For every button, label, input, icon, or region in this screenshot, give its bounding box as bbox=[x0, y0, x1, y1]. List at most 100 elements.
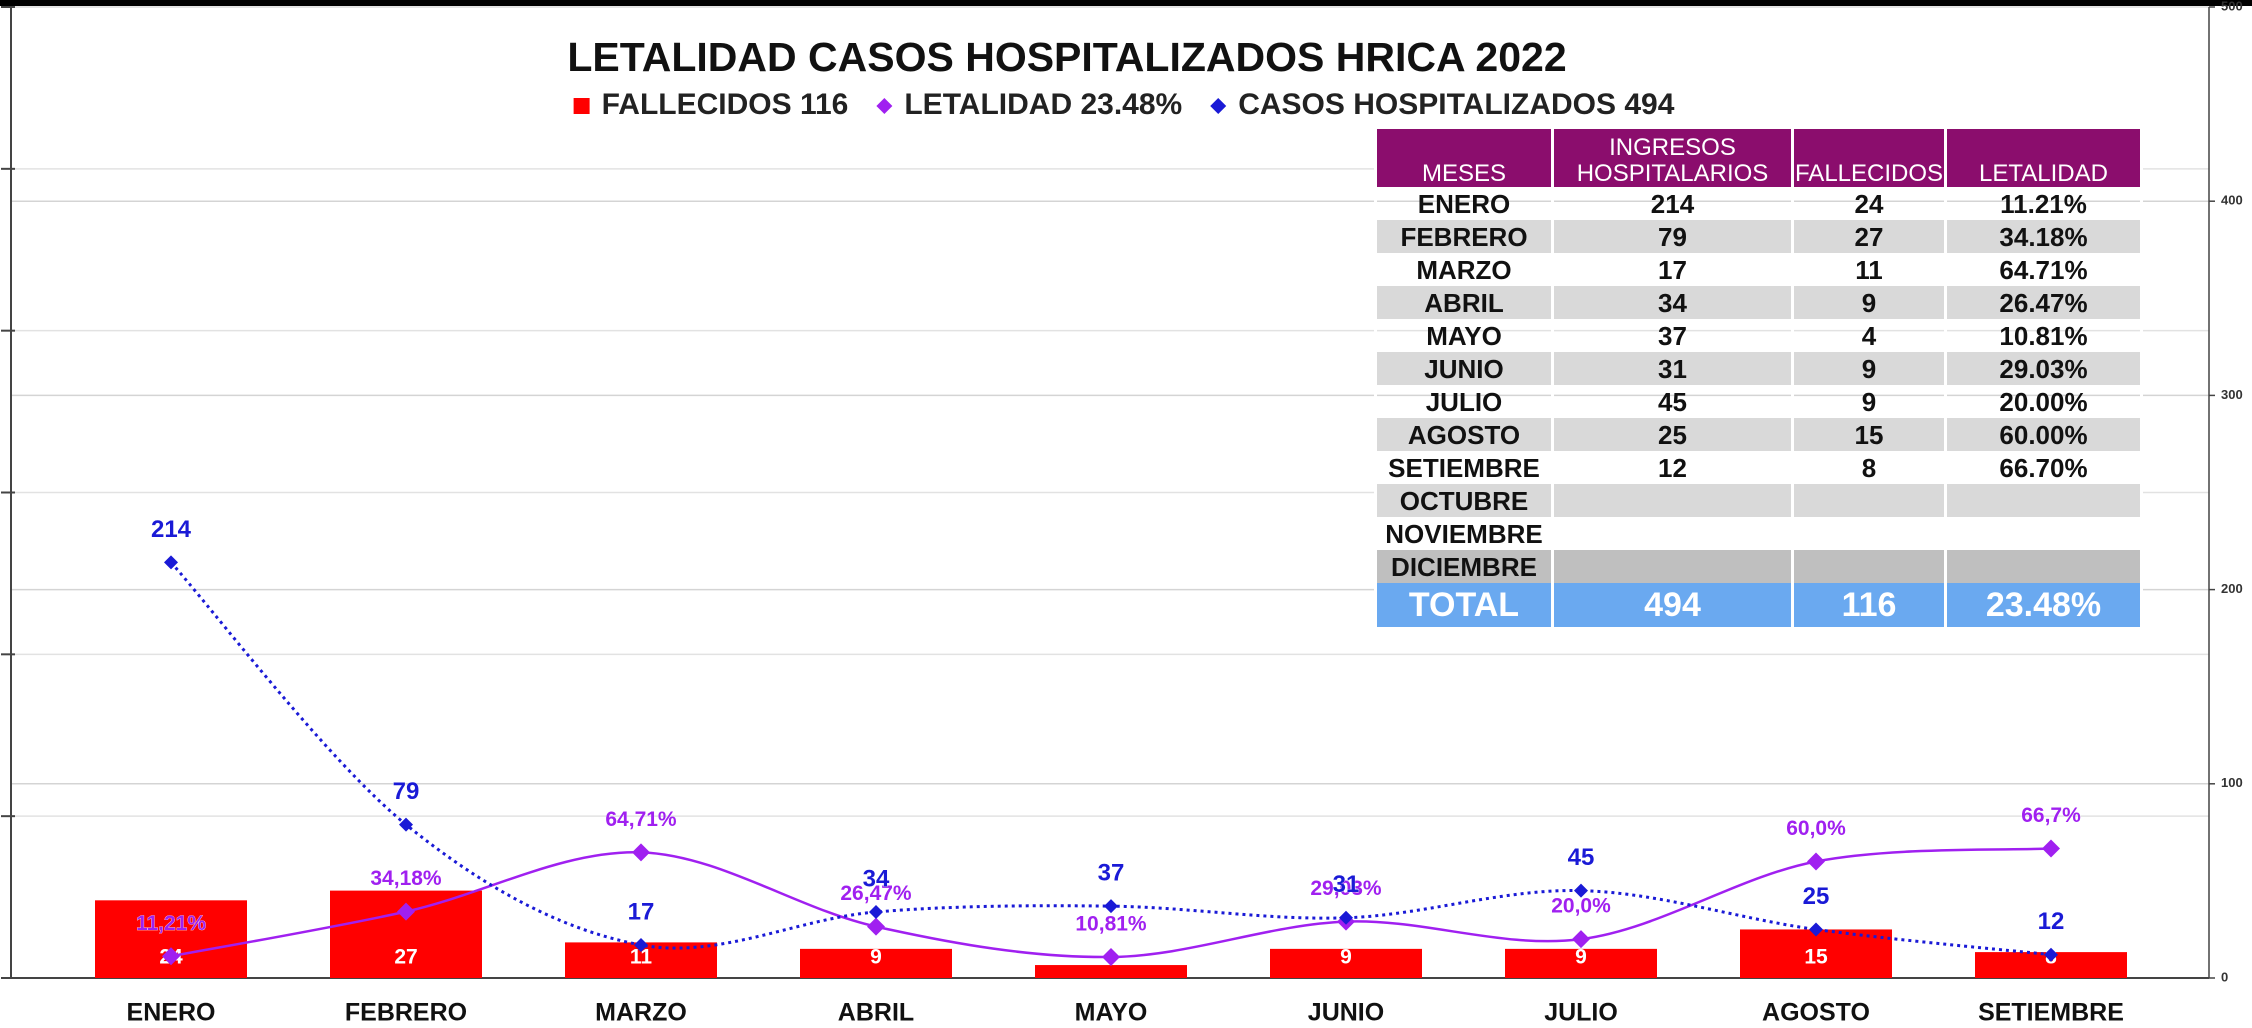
x-tick-label: ENERO bbox=[127, 999, 216, 1027]
point bbox=[632, 843, 650, 862]
y2-tick-label: 500 bbox=[2221, 0, 2243, 13]
legend-label: FALLECIDOS 116 bbox=[602, 88, 849, 121]
point bbox=[397, 902, 415, 921]
y2-tick-label: 0 bbox=[2221, 969, 2228, 984]
table-cell: 31 bbox=[1551, 352, 1794, 385]
data-label: 79 bbox=[393, 778, 420, 805]
y2-tick-label: 400 bbox=[2221, 193, 2243, 208]
data-label: 64,71% bbox=[605, 808, 677, 831]
table-cell: ENERO bbox=[1374, 187, 1554, 220]
table-cell: 23.48% bbox=[1944, 583, 2143, 627]
y2-tick-label: 100 bbox=[2221, 775, 2243, 790]
bar bbox=[1740, 929, 1892, 978]
table-cell: 45 bbox=[1551, 385, 1794, 418]
bar-value-label: 9 bbox=[870, 946, 882, 969]
table-cell: NOVIEMBRE bbox=[1374, 517, 1554, 550]
table-row: NOVIEMBRE bbox=[1374, 517, 2143, 550]
table-cell: 9 bbox=[1791, 286, 1947, 319]
point bbox=[634, 937, 648, 952]
table-cell: ABRIL bbox=[1374, 286, 1554, 319]
data-label: 25 bbox=[1803, 883, 1830, 910]
table-row: MARZO 17 11 64.71% bbox=[1374, 253, 2143, 286]
table-cell: 24 bbox=[1791, 187, 1947, 220]
table-cell: 15 bbox=[1791, 418, 1947, 451]
data-label: 26,47% bbox=[840, 882, 912, 905]
x-tick-label: FEBRERO bbox=[345, 999, 467, 1027]
table-cell: 10.81% bbox=[1944, 319, 2143, 352]
table-cell: 11.21% bbox=[1944, 187, 2143, 220]
legend-label: LETALIDAD 23.48% bbox=[904, 88, 1182, 121]
y2-tick-label: 300 bbox=[2221, 387, 2243, 402]
table-cell: MARZO bbox=[1374, 253, 1554, 286]
x-tick-label: JUNIO bbox=[1308, 999, 1384, 1027]
data-label: 45 bbox=[1568, 844, 1595, 871]
bar bbox=[1270, 948, 1422, 978]
chart-title: LETALIDAD CASOS HOSPITALIZADOS HRICA 202… bbox=[567, 34, 1566, 80]
table-cell: JULIO bbox=[1374, 385, 1554, 418]
table-cell bbox=[1944, 517, 2143, 550]
point bbox=[2044, 947, 2058, 962]
table-cell bbox=[1791, 517, 1947, 550]
table-cell: 64.71% bbox=[1944, 253, 2143, 286]
point bbox=[162, 947, 180, 966]
bar-value-label: 11 bbox=[630, 946, 653, 969]
table-row: ABRIL 34 9 26.47% bbox=[1374, 286, 2143, 319]
table-cell: 37 bbox=[1551, 319, 1794, 352]
data-label: 11,21% bbox=[136, 912, 206, 935]
data-table: MESES INGRESOS HOSPITALARIOS FALLECIDOS LET… bbox=[1374, 129, 2143, 627]
data-label: 37 bbox=[1098, 859, 1125, 886]
bar bbox=[1505, 948, 1657, 978]
table-row: JULIO 45 9 20.00% bbox=[1374, 385, 2143, 418]
table-body: ENERO 214 24 11.21% FEBRERO 79 27 34.18% MARZO 17… bbox=[1374, 187, 2143, 627]
y2-tick-label: 200 bbox=[2221, 581, 2243, 596]
point bbox=[1102, 948, 1120, 967]
point bbox=[1807, 852, 1825, 871]
point bbox=[1339, 910, 1353, 925]
bar-value-label: 9 bbox=[1340, 946, 1352, 969]
table-cell: 17 bbox=[1551, 253, 1794, 286]
bar-value-label: 9 bbox=[1575, 946, 1587, 969]
table-cell: FEBRERO bbox=[1374, 220, 1554, 253]
data-label: 34 bbox=[863, 865, 890, 892]
point bbox=[1572, 930, 1590, 949]
table-row: DICIEMBRE bbox=[1374, 550, 2143, 583]
table-row: SETIEMBRE 12 8 66.70% bbox=[1374, 451, 2143, 484]
table-cell bbox=[1551, 550, 1794, 583]
table-cell: 26.47% bbox=[1944, 286, 2143, 319]
table-cell: 27 bbox=[1791, 220, 1947, 253]
legend-swatch bbox=[876, 98, 893, 114]
table-cell: SETIEMBRE bbox=[1374, 451, 1554, 484]
table-cell: 494 bbox=[1551, 583, 1794, 627]
table-row: JUNIO 31 9 29.03% bbox=[1374, 352, 2143, 385]
data-label: 12 bbox=[2038, 908, 2065, 935]
bar-value-label: 15 bbox=[1804, 946, 1828, 969]
x-tick-label: MAYO bbox=[1075, 999, 1148, 1027]
table-cell: 34 bbox=[1551, 286, 1794, 319]
table-cell bbox=[1791, 550, 1947, 583]
x-tick-label: JULIO bbox=[1544, 999, 1618, 1027]
point bbox=[2042, 839, 2060, 858]
legend-swatch bbox=[1210, 98, 1227, 114]
x-tick-label: AGOSTO bbox=[1762, 999, 1870, 1027]
table-header-cell: FALLECIDOS bbox=[1791, 129, 1947, 187]
table-cell: 60.00% bbox=[1944, 418, 2143, 451]
table-row: TOTAL 494 116 23.48% bbox=[1374, 583, 2143, 627]
table-cell: 25 bbox=[1551, 418, 1794, 451]
table-row: ENERO 214 24 11.21% bbox=[1374, 187, 2143, 220]
data-label: 34,18% bbox=[370, 867, 442, 890]
table-cell bbox=[1551, 484, 1794, 517]
table-cell: JUNIO bbox=[1374, 352, 1554, 385]
data-label: 214 bbox=[151, 516, 192, 543]
table-cell bbox=[1791, 484, 1947, 517]
table-cell: 79 bbox=[1551, 220, 1794, 253]
table-cell: 214 bbox=[1551, 187, 1794, 220]
data-label: 17 bbox=[628, 898, 655, 925]
table-cell: MAYO bbox=[1374, 319, 1554, 352]
point bbox=[1809, 922, 1823, 937]
x-tick-label: SETIEMBRE bbox=[1978, 999, 2124, 1027]
point bbox=[869, 904, 883, 919]
point bbox=[1104, 899, 1118, 914]
point bbox=[1574, 883, 1588, 898]
